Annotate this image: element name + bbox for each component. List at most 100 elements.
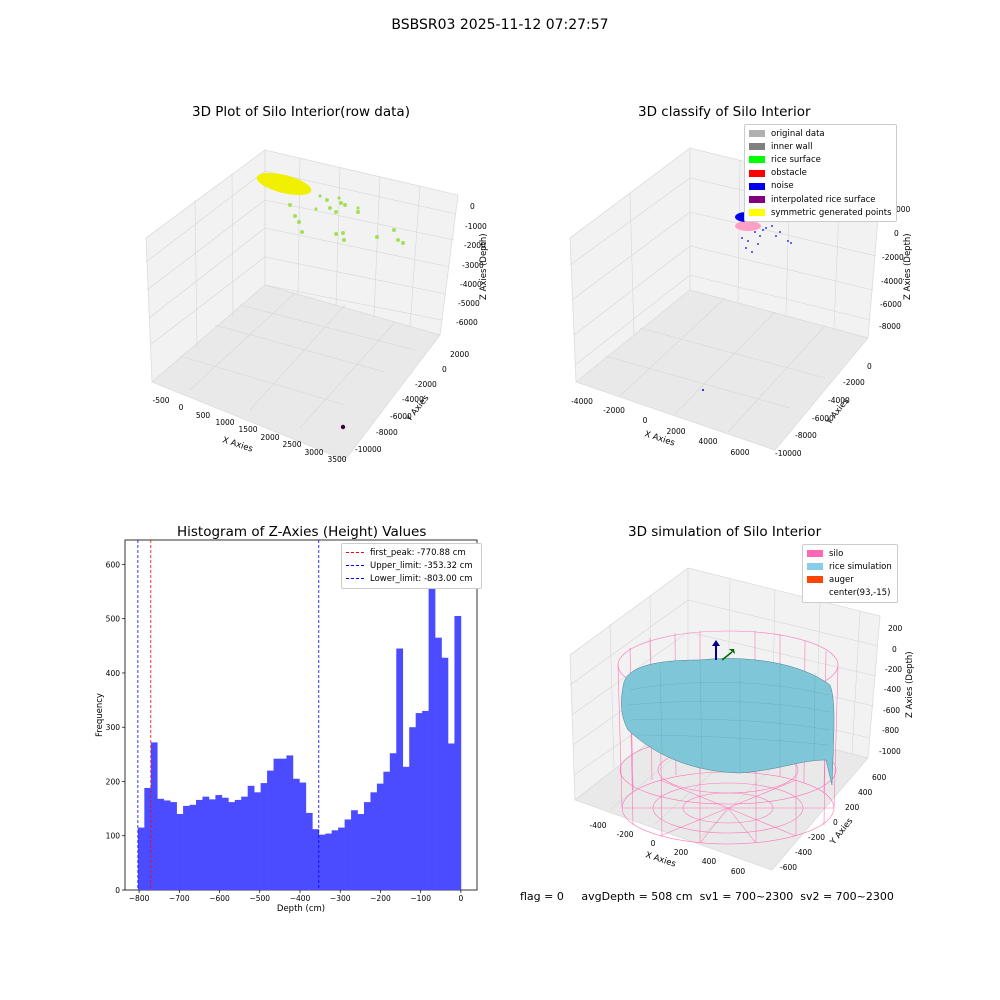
sim-z-tick: 0 — [892, 645, 897, 654]
histogram-x-tick-label: −100 — [410, 894, 431, 903]
raw-y-tick: -10000 — [355, 445, 382, 454]
histogram-bar — [163, 800, 171, 890]
classify-rice-disc-lower — [735, 221, 761, 231]
legend-label: interpolated rice surface — [771, 194, 876, 205]
raw-dense-cluster — [256, 172, 312, 196]
legend-swatch — [749, 169, 765, 177]
histogram-x-tick-label: −300 — [330, 894, 351, 903]
legend-swatch — [749, 182, 765, 190]
histogram-bar — [383, 771, 391, 890]
legend-label: inner wall — [771, 141, 813, 152]
histogram-bar — [292, 778, 300, 890]
histogram-bar — [208, 799, 216, 890]
classify-x-tick: -4000 — [571, 397, 593, 406]
histogram-bar — [267, 770, 274, 890]
raw-x-tick: 1000 — [215, 418, 234, 427]
histogram-bar — [435, 637, 442, 890]
classify-z-tick: -8000 — [879, 322, 901, 331]
raw-x-tick: 3000 — [304, 448, 323, 457]
legend-label: symmetric generated points — [771, 207, 892, 218]
histogram-bar — [305, 812, 313, 890]
legend-label: first_peak: -770.88 cm — [370, 547, 466, 558]
classify-legend: original data inner wall rice surface ob… — [744, 124, 897, 223]
raw-y-tick: 2000 — [450, 350, 469, 359]
histogram-bar — [389, 753, 397, 890]
raw-x-tick: -500 — [152, 396, 169, 405]
legend-entry: symmetric generated points — [749, 206, 892, 219]
classify-z-tick: -2000 — [882, 253, 904, 262]
sim-y-tick: 200 — [845, 803, 860, 812]
classify-y-tick: -2000 — [843, 378, 865, 387]
classify-y-tick: -8000 — [795, 431, 817, 440]
histogram-bar — [234, 799, 242, 890]
legend-label: rice simulation — [829, 561, 892, 572]
raw-z-tick: -3000 — [462, 261, 484, 270]
legend-line-swatch — [346, 565, 364, 567]
legend-entry: rice surface — [749, 153, 892, 166]
histogram-x-tick-label: −200 — [370, 894, 391, 903]
raw-y-tick: -4000 — [402, 395, 424, 404]
histogram-y-tick-label: 600 — [106, 560, 121, 569]
legend-label: rice surface — [771, 154, 821, 165]
classify-y-tick: -10000 — [775, 449, 802, 458]
sim-z-tick: -200 — [885, 665, 902, 674]
histogram-x-tick-label: −800 — [129, 894, 150, 903]
sim-z-tick: 200 — [888, 624, 903, 633]
legend-label: auger — [829, 574, 854, 585]
sim-y-tick: 400 — [858, 788, 873, 797]
histogram-bar — [312, 829, 320, 890]
raw-z-tick: -4000 — [460, 280, 482, 289]
histogram-bar — [247, 785, 255, 890]
status-footer: flag = 0 avgDepth = 508 cm sv1 = 700~230… — [520, 890, 894, 903]
histogram-bar — [376, 783, 384, 890]
legend-label: center(93,-15) — [829, 588, 891, 599]
raw-3d-panes — [145, 149, 459, 461]
sim-z-tick: -1000 — [879, 747, 901, 756]
legend-entry: silo — [807, 547, 893, 560]
histogram-y-tick-label: 500 — [106, 615, 121, 624]
raw-z-ticks: 0 -1000 -2000 -3000 -4000 -5000 -6000 — [456, 202, 487, 327]
classify-x-tick: 0 — [643, 416, 648, 425]
histogram-bar — [325, 833, 332, 890]
histogram-bar — [137, 827, 145, 890]
histogram-y-tick-label: 0 — [115, 886, 120, 895]
legend-entry: inner wall — [749, 140, 892, 153]
legend-entry: Lower_limit: -803.00 cm — [346, 572, 477, 585]
histogram-bar — [409, 727, 416, 890]
legend-entry: auger — [807, 573, 893, 586]
legend-swatch — [807, 576, 823, 584]
sim-x-tick: 0 — [651, 839, 656, 848]
flag-text: flag = 0 — [520, 890, 564, 903]
classify-x-tick: 4000 — [698, 437, 717, 446]
histogram-bar — [299, 782, 307, 890]
classify-x-tick: 2000 — [666, 427, 685, 436]
raw-z-tick: -1000 — [465, 222, 487, 231]
histogram-x-tick-label: −600 — [209, 894, 230, 903]
histogram-bar — [221, 797, 229, 890]
histogram-bar — [273, 758, 281, 890]
raw-plot-title: 3D Plot of Silo Interior(row data) — [192, 104, 410, 120]
histogram-bar — [241, 796, 249, 890]
histogram-bar — [454, 615, 462, 890]
histogram-x-tick-label: −400 — [290, 894, 311, 903]
histogram-bar — [441, 657, 449, 890]
sv1-text: sv1 = 700~2300 — [699, 890, 794, 903]
raw-x-tick: 500 — [196, 411, 211, 420]
raw-y-tick: 0 — [442, 365, 447, 374]
legend-entry: first_peak: -770.88 cm — [346, 546, 477, 559]
legend-entry: obstacle — [749, 167, 892, 180]
legend-swatch — [749, 143, 765, 151]
sim-z-label: Z Axies (Depth) — [905, 651, 915, 718]
classify-z-label: Z Axies (Depth) — [903, 233, 913, 300]
histogram-y-tick-label: 400 — [106, 669, 121, 678]
histogram-bar — [189, 804, 197, 890]
histogram-legend: first_peak: -770.88 cm Upper_limit: -353… — [341, 543, 482, 589]
histogram-bar — [260, 783, 268, 890]
histogram-bar — [396, 648, 404, 890]
raw-point-cloud — [256, 172, 405, 430]
histogram-bar — [428, 575, 436, 890]
avg-depth-text: avgDepth = 508 cm — [581, 890, 693, 903]
legend-swatch — [807, 563, 823, 571]
histogram-bar — [447, 743, 455, 890]
